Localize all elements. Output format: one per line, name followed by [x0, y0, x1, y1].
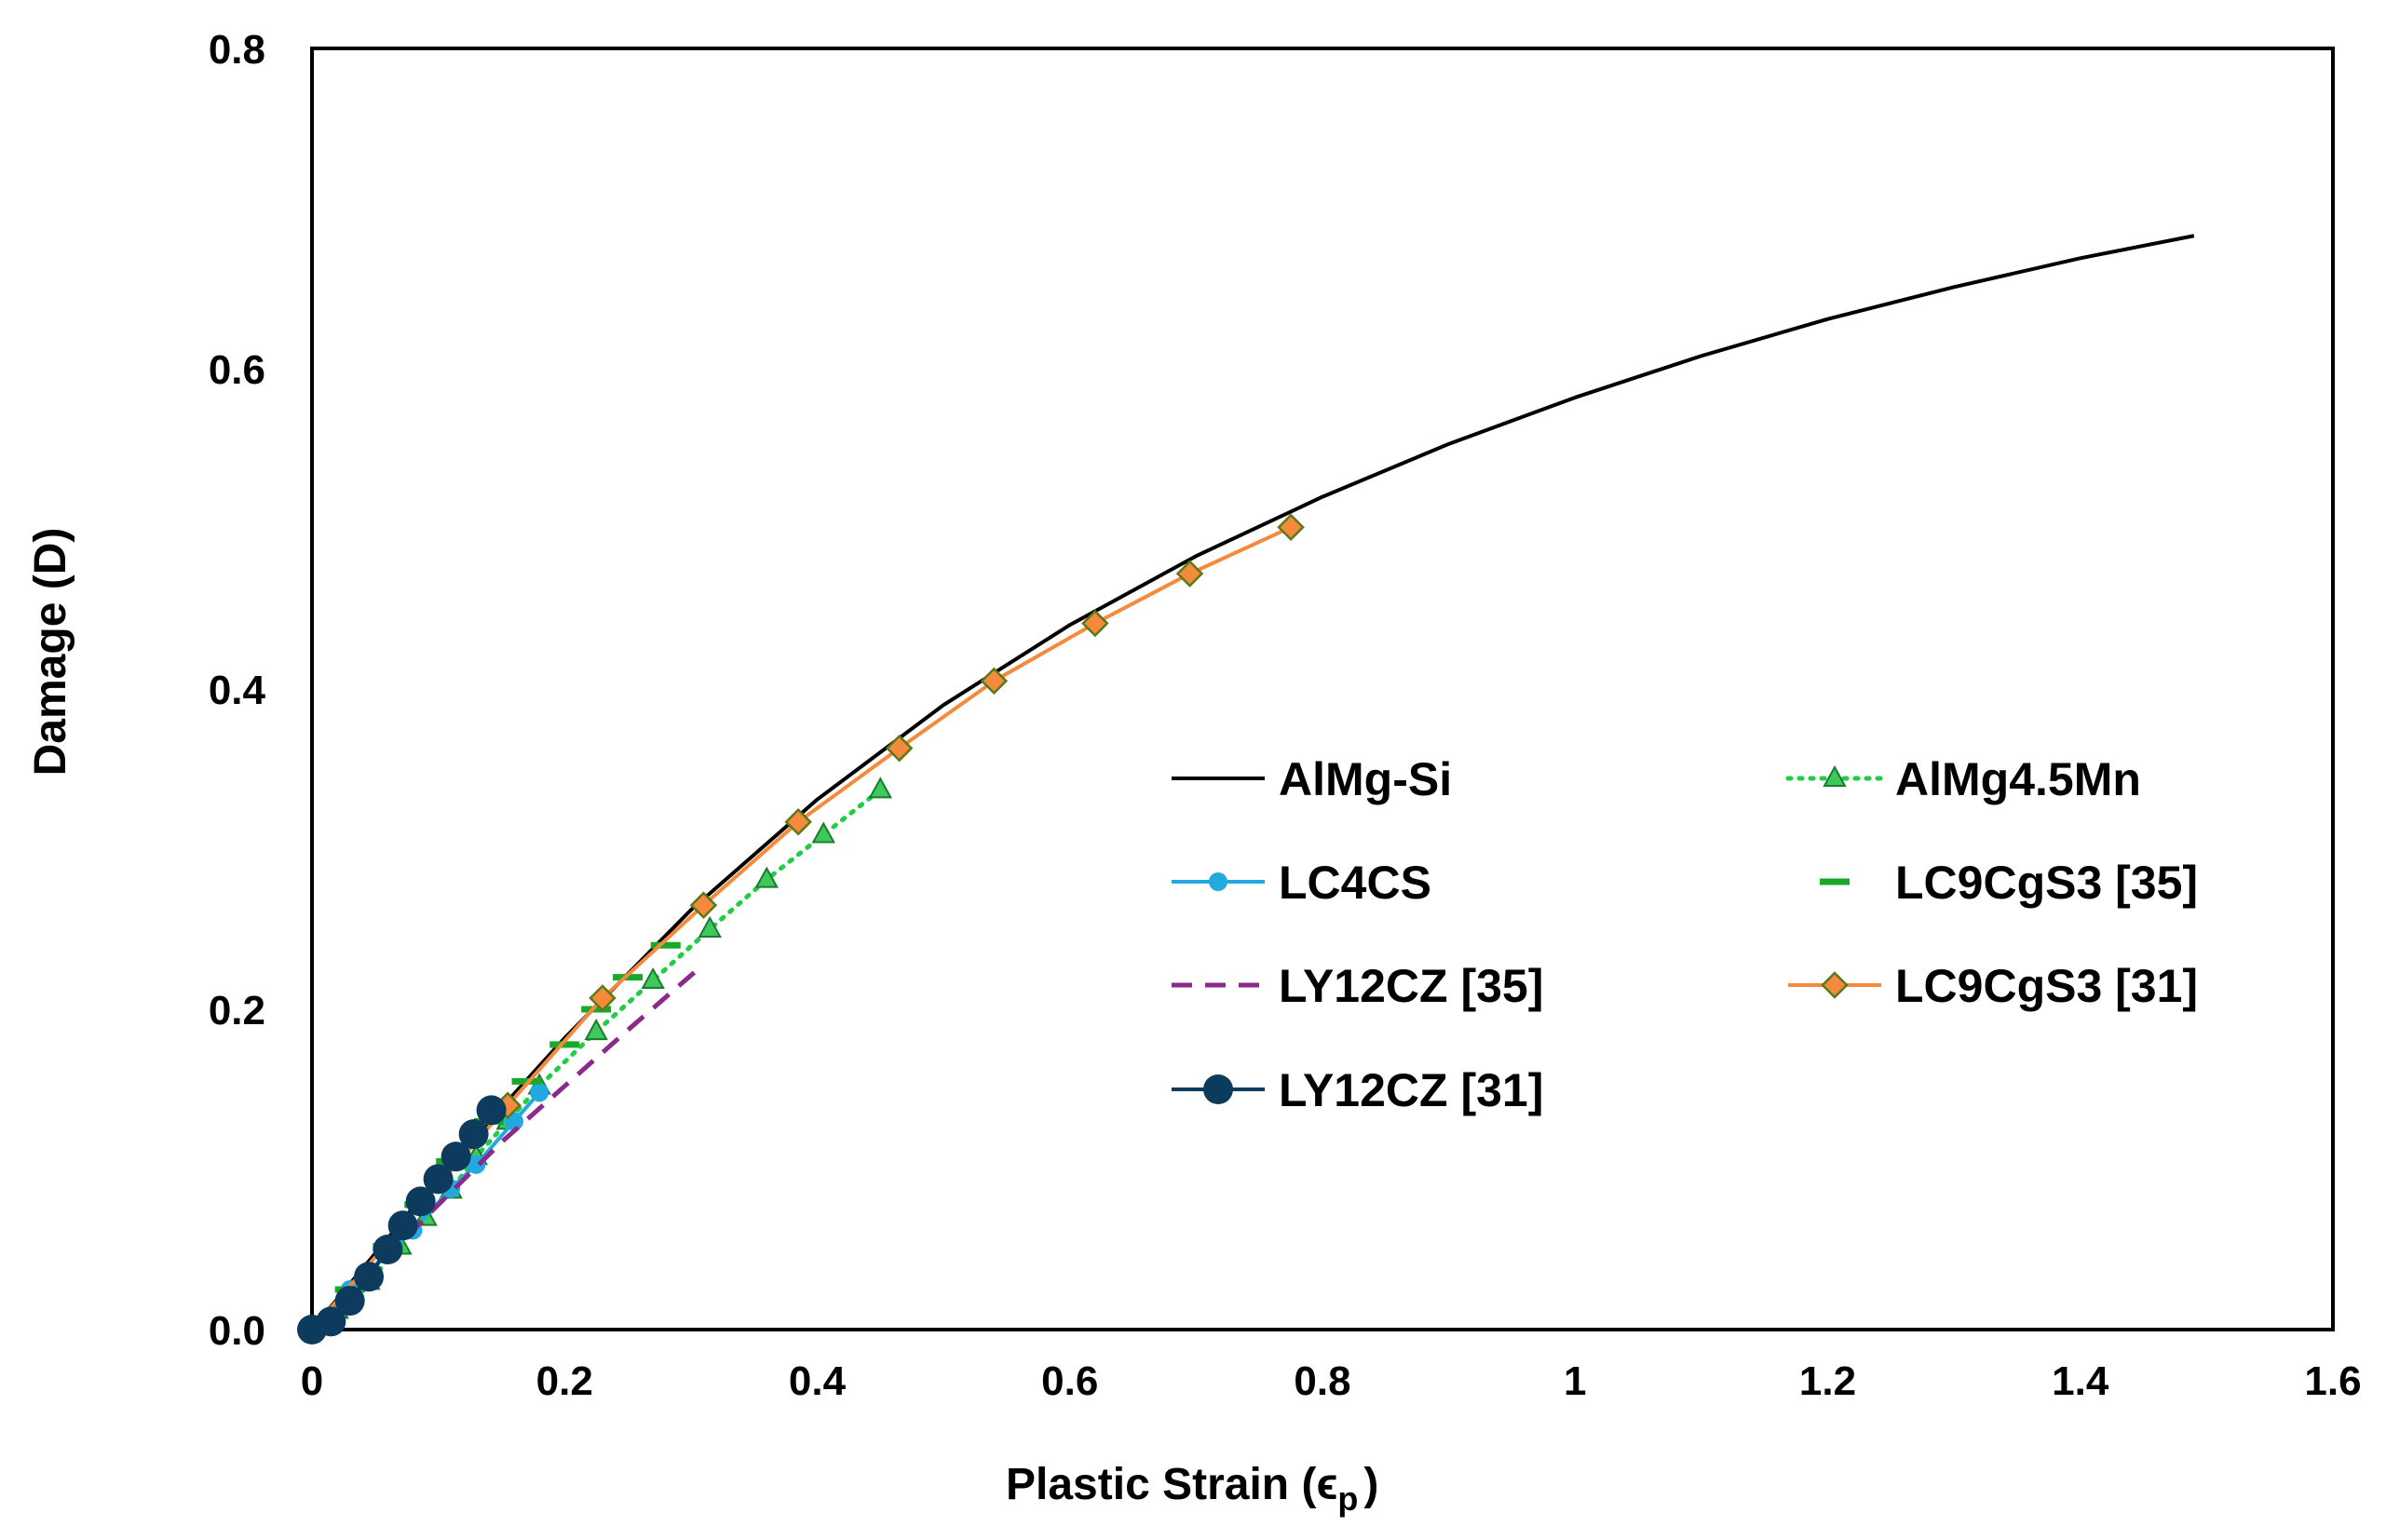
legend-entry-lc9cgs3-35: LC9CgS3 [35]	[1820, 857, 2198, 909]
legend-swatch-marker	[1823, 764, 1847, 787]
data-point	[441, 1141, 471, 1172]
x-tick-label: 0.2	[536, 1358, 593, 1404]
data-point	[316, 1306, 346, 1337]
series-lc9cgs3-31	[298, 513, 1305, 1344]
y-axis-label: Damage (D)	[26, 528, 75, 777]
x-tick-label: 0.6	[1041, 1358, 1098, 1404]
data-point	[589, 984, 617, 1012]
data-point	[868, 777, 893, 799]
y-tick-label: 0.8	[209, 27, 265, 73]
legend-label: LY12CZ [35]	[1279, 960, 1543, 1012]
legend-label: AlMg4.5Mn	[1895, 753, 2141, 805]
data-point	[1277, 513, 1305, 542]
x-tick-label: 1.4	[2052, 1358, 2109, 1404]
data-point	[584, 1019, 608, 1041]
y-tick-label: 0.0	[209, 1308, 265, 1354]
data-point	[641, 966, 665, 990]
legend-swatch-marker	[1821, 971, 1849, 999]
data-point	[476, 1095, 507, 1126]
data-point	[885, 734, 914, 763]
data-point	[423, 1164, 454, 1195]
x-axis-label-main: Plastic Strain (ϵ	[1006, 1460, 1337, 1509]
x-tick-label: 0.4	[789, 1358, 847, 1404]
data-point	[387, 1210, 418, 1241]
y-axis-ticks: 0.0 0.2 0.4 0.6 0.8	[209, 27, 266, 1354]
x-axis-label-close: )	[1363, 1460, 1378, 1509]
legend-entry-ly12cz-31: LY12CZ [31]	[1172, 1064, 1543, 1116]
data-point	[811, 821, 835, 844]
legend-label: LC4CS	[1279, 857, 1431, 909]
data-point	[334, 1286, 365, 1317]
legend-entry-ly12cz-35: LY12CZ [35]	[1172, 960, 1543, 1012]
series-line	[310, 525, 1292, 1331]
legend: AlMg-Si LC4CS LY12CZ [35] LY12CZ [31] AlMg4.…	[1172, 753, 2198, 1116]
data-point	[698, 915, 722, 938]
data-point	[754, 866, 779, 888]
x-tick-label: 1	[1564, 1358, 1586, 1404]
data-point	[373, 1235, 403, 1264]
legend-entry-lc9cgs3-31: LC9CgS3 [31]	[1788, 960, 2198, 1012]
y-tick-label: 0.4	[209, 668, 266, 713]
x-tick-label: 0	[301, 1358, 323, 1404]
x-tick-label: 1.2	[1799, 1358, 1856, 1404]
data-point	[458, 1119, 489, 1150]
legend-swatch-marker	[1203, 1074, 1233, 1104]
series-ly12cz-31	[297, 1095, 507, 1344]
y-tick-label: 0.6	[209, 347, 265, 393]
legend-entry-almg4-5mn: AlMg4.5Mn	[1785, 753, 2141, 805]
x-axis-label-subscript: p	[1337, 1479, 1358, 1518]
data-point	[405, 1186, 436, 1217]
data-point	[1081, 609, 1109, 638]
data-point	[784, 807, 812, 836]
data-point	[980, 667, 1009, 696]
x-tick-label: 1.6	[2304, 1358, 2361, 1404]
legend-label: LC9CgS3 [35]	[1895, 857, 2198, 909]
data-point	[689, 891, 718, 919]
y-tick-label: 0.2	[209, 988, 265, 1033]
x-axis-label: Plastic Strain (ϵp)	[1006, 1460, 1378, 1518]
legend-entry-lc4cs: LC4CS	[1172, 857, 1431, 909]
legend-entry-almg-si: AlMg-Si	[1172, 753, 1452, 805]
x-axis-ticks: 0 0.2 0.4 0.6 0.8 1 1.2 1.4 1.6	[301, 1358, 2362, 1404]
data-point	[530, 1083, 549, 1102]
legend-label: AlMg-Si	[1279, 753, 1452, 805]
legend-swatch-marker	[1209, 872, 1227, 891]
legend-label: LC9CgS3 [31]	[1895, 960, 2198, 1012]
data-point	[1175, 560, 1204, 588]
plot-series	[297, 234, 2195, 1344]
x-tick-label: 0.8	[1294, 1358, 1350, 1404]
legend-label: LY12CZ [31]	[1279, 1064, 1543, 1116]
plot-area-frame	[310, 47, 2335, 1331]
data-point	[354, 1262, 385, 1292]
